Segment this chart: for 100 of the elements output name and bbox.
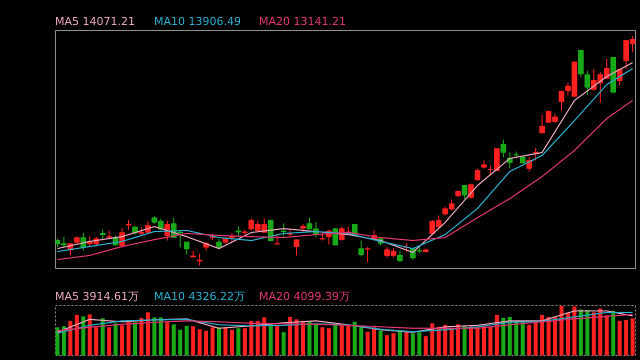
bar — [546, 316, 551, 356]
bar — [268, 323, 273, 356]
bar — [204, 330, 208, 356]
bar — [216, 327, 221, 356]
bar — [282, 332, 286, 356]
bar — [126, 320, 131, 356]
bar — [107, 327, 112, 356]
bar — [184, 326, 189, 356]
candlestick — [274, 233, 280, 244]
bar — [553, 316, 558, 356]
bar — [333, 325, 338, 356]
bar — [146, 312, 150, 356]
candlestick — [558, 90, 564, 112]
series-label: MA20 4099.39万 — [259, 289, 350, 305]
text: MA20 13141.21 — [259, 14, 346, 30]
bar — [191, 326, 196, 356]
bar — [340, 325, 344, 356]
candlestick — [462, 184, 468, 200]
candlestick — [474, 168, 480, 181]
bar — [132, 322, 137, 356]
bar — [450, 328, 454, 356]
bar — [120, 325, 124, 356]
bar — [598, 308, 602, 356]
candlestick — [500, 139, 506, 158]
bar — [611, 310, 616, 356]
bar — [236, 328, 240, 356]
bar — [94, 327, 98, 356]
bar — [482, 326, 486, 356]
bar — [604, 315, 609, 356]
bar — [165, 322, 170, 356]
bar — [210, 327, 215, 356]
text: MA10 13906.49 — [154, 14, 241, 30]
bar — [114, 323, 118, 356]
bar — [88, 314, 92, 356]
bar — [326, 328, 331, 356]
text: MA5 14071.21 — [55, 14, 135, 30]
candlestick — [132, 225, 138, 236]
candlestick — [280, 222, 286, 238]
candlestick — [358, 240, 364, 258]
bar — [592, 312, 596, 356]
bar — [178, 330, 182, 356]
bar — [514, 320, 518, 356]
bar — [242, 328, 247, 356]
bar — [314, 323, 318, 356]
bar — [488, 327, 492, 356]
bar — [410, 333, 415, 356]
candlestick — [584, 70, 590, 96]
bar — [230, 330, 234, 356]
bar — [391, 333, 396, 356]
bar — [372, 327, 376, 356]
series-label: MA10 4326.22万 — [154, 289, 245, 305]
bar — [475, 327, 480, 356]
bar — [346, 326, 350, 356]
bar — [398, 332, 402, 356]
bar — [527, 324, 532, 356]
bar — [578, 309, 583, 356]
bar — [366, 332, 370, 356]
candlestick — [126, 219, 132, 230]
bar — [404, 332, 408, 356]
bar — [275, 326, 280, 356]
bar — [288, 316, 292, 356]
bar — [294, 319, 299, 356]
candlestick — [196, 253, 202, 266]
bar — [74, 314, 79, 356]
bar — [198, 329, 202, 356]
bar — [249, 320, 254, 356]
bar — [307, 322, 312, 356]
bar — [624, 320, 628, 356]
bar — [378, 330, 383, 356]
bar — [520, 322, 525, 356]
candlestick — [294, 239, 300, 256]
bar — [469, 326, 474, 356]
bar — [424, 336, 428, 356]
bar — [417, 332, 422, 356]
bar — [223, 327, 228, 356]
bar — [560, 306, 564, 356]
bar — [158, 317, 163, 356]
bar — [572, 306, 576, 356]
bar — [385, 335, 390, 356]
bar — [618, 320, 622, 356]
bar — [301, 322, 306, 356]
candlestick — [100, 229, 106, 240]
series-label: MA5 3914.61万 — [55, 289, 139, 305]
bar — [262, 317, 266, 356]
bar — [630, 318, 635, 356]
bar — [81, 316, 86, 356]
bar — [566, 312, 570, 356]
bar — [540, 314, 544, 356]
bar — [139, 318, 144, 356]
bar — [152, 317, 156, 356]
bar — [320, 327, 324, 356]
candlestick — [397, 250, 403, 263]
bar — [359, 327, 364, 356]
bar — [585, 310, 590, 356]
bar — [68, 320, 72, 356]
bar — [456, 324, 460, 356]
bar — [462, 326, 467, 356]
candlestick — [539, 114, 545, 134]
candlestick — [184, 242, 190, 256]
bar — [100, 318, 105, 356]
